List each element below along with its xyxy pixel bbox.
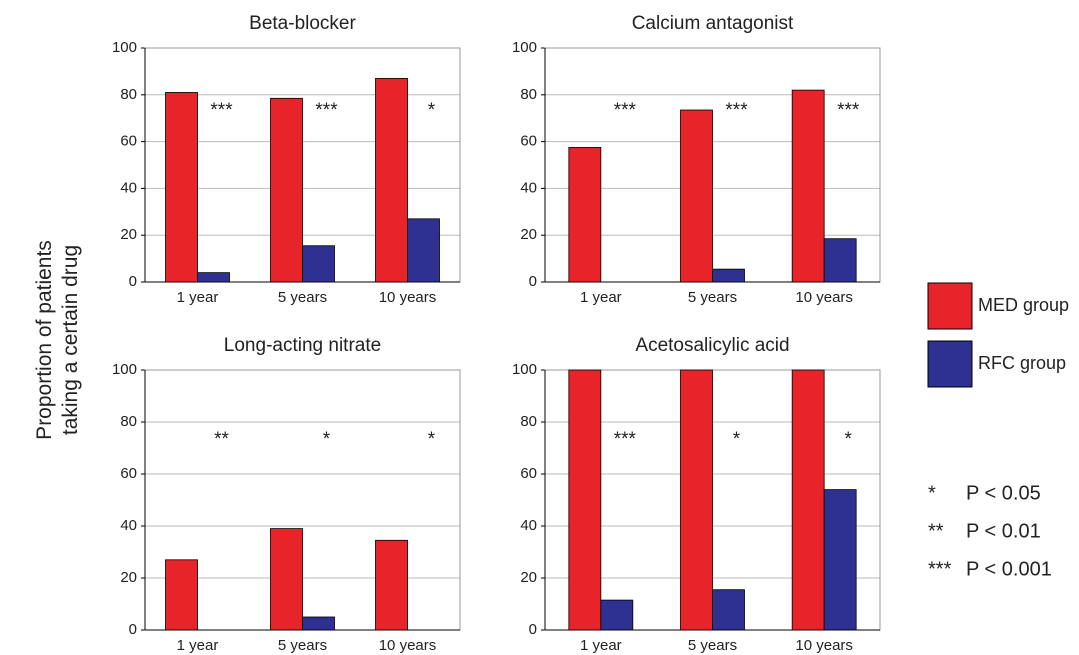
- significance-mark: ***: [210, 100, 233, 121]
- y-tick-label: 60: [520, 133, 537, 150]
- x-tick-label: 5 years: [688, 637, 737, 654]
- y-tick-label: 100: [512, 39, 537, 56]
- significance-mark: *: [428, 100, 436, 121]
- bar: [407, 218, 440, 283]
- y-tick-label: 40: [520, 517, 537, 534]
- bar: [302, 616, 335, 631]
- y-tick-label: 0: [529, 273, 537, 290]
- x-tick-label: 5 years: [688, 289, 737, 306]
- y-tick-label: 20: [120, 226, 137, 243]
- x-tick-label: 5 years: [278, 637, 327, 654]
- key-symbol: **: [928, 520, 944, 542]
- significance-mark: *: [323, 429, 331, 450]
- chart-title: Calcium antagonist: [632, 13, 794, 34]
- significance-mark: ***: [614, 429, 637, 450]
- chart-title: Acetosalicylic acid: [635, 335, 789, 356]
- chart-title: Long-acting nitrate: [224, 335, 381, 356]
- y-tick-label: 60: [520, 465, 537, 482]
- significance-mark: ***: [837, 100, 860, 121]
- legend-label: RFC group: [978, 353, 1066, 373]
- bar: [823, 489, 857, 631]
- bar: [680, 109, 713, 283]
- y-tick-label: 20: [120, 569, 137, 586]
- bar: [712, 268, 745, 283]
- key-label: P < 0.05: [966, 482, 1041, 504]
- y-tick-label: 60: [120, 133, 137, 150]
- bar: [568, 369, 602, 631]
- bar: [791, 369, 825, 631]
- legend-label: MED group: [978, 295, 1069, 315]
- key-label: P < 0.01: [966, 520, 1041, 542]
- key-symbol: *: [928, 482, 936, 504]
- x-tick-label: 10 years: [379, 637, 437, 654]
- significance-mark: *: [844, 429, 852, 450]
- y-tick-label: 80: [520, 413, 537, 430]
- key-label: P < 0.001: [966, 558, 1052, 580]
- bar: [270, 97, 303, 283]
- bar: [791, 89, 825, 283]
- significance-mark: *: [733, 429, 741, 450]
- y-tick-label: 100: [112, 39, 137, 56]
- significance-mark: ***: [725, 100, 748, 121]
- x-tick-label: 10 years: [795, 637, 853, 654]
- bar: [823, 238, 857, 283]
- y-axis-label-line: taking a certain drug: [59, 245, 82, 435]
- significance-mark: ***: [614, 100, 637, 121]
- bar: [600, 599, 634, 631]
- bar: [270, 528, 303, 631]
- bar: [302, 245, 335, 283]
- legend-swatch: [927, 340, 973, 388]
- bar: [375, 539, 408, 631]
- y-tick-label: 40: [120, 179, 137, 196]
- x-tick-label: 1 year: [580, 637, 622, 654]
- x-tick-label: 1 year: [580, 289, 622, 306]
- y-tick-label: 60: [120, 465, 137, 482]
- y-tick-label: 40: [120, 517, 137, 534]
- x-tick-label: 5 years: [278, 289, 327, 306]
- key-symbol: ***: [928, 558, 952, 580]
- significance-mark: **: [214, 429, 229, 450]
- legend-swatch: [927, 282, 973, 330]
- y-tick-label: 80: [120, 413, 137, 430]
- significance-mark: *: [428, 429, 436, 450]
- y-tick-label: 20: [520, 569, 537, 586]
- bar: [197, 272, 230, 283]
- y-tick-label: 0: [529, 621, 537, 638]
- chart-title: Beta-blocker: [249, 13, 356, 34]
- y-tick-label: 100: [512, 361, 537, 378]
- y-tick-label: 80: [120, 86, 137, 103]
- bar: [680, 369, 713, 631]
- y-axis-label-line: Proportion of patients: [33, 240, 56, 440]
- bar: [712, 589, 745, 631]
- y-tick-label: 20: [520, 226, 537, 243]
- y-tick-label: 40: [520, 179, 537, 196]
- y-tick-label: 0: [129, 621, 137, 638]
- x-tick-label: 10 years: [379, 289, 437, 306]
- bar: [568, 147, 602, 283]
- y-tick-label: 0: [129, 273, 137, 290]
- significance-mark: ***: [315, 100, 338, 121]
- x-tick-label: 10 years: [795, 289, 853, 306]
- x-tick-label: 1 year: [177, 289, 219, 306]
- y-tick-label: 80: [520, 86, 537, 103]
- bar: [165, 559, 198, 631]
- y-tick-label: 100: [112, 361, 137, 378]
- bar: [165, 92, 198, 283]
- x-tick-label: 1 year: [177, 637, 219, 654]
- y-axis-label: Proportion of patients taking a certain d…: [33, 240, 82, 440]
- bar: [375, 78, 408, 283]
